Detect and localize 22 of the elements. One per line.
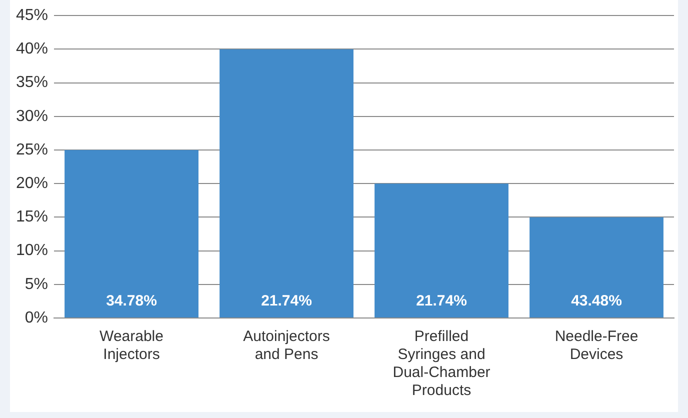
y-tick-label: 35% bbox=[16, 74, 48, 92]
x-tick-label: Prefilled Syringes and Dual-Chamber Products bbox=[392, 328, 490, 400]
bar bbox=[374, 184, 508, 318]
bar bbox=[64, 150, 198, 318]
y-tick-label: 0% bbox=[24, 309, 48, 326]
y-tick-label: 30% bbox=[16, 108, 48, 125]
y-tick-label: 10% bbox=[16, 242, 48, 260]
y-tick-label: 40% bbox=[16, 40, 48, 58]
x-tick-label: Needle-Free Devices bbox=[554, 328, 638, 364]
y-tick-label: 5% bbox=[24, 276, 48, 293]
annotation: 21.74% bbox=[416, 292, 467, 310]
x-tick-label: Autoinjectors and Pens bbox=[243, 328, 330, 364]
y-tick-label: 15% bbox=[16, 208, 48, 226]
y-tick-label: 25% bbox=[16, 141, 48, 158]
annotation: 21.74% bbox=[261, 292, 312, 310]
bar bbox=[220, 49, 354, 318]
bar bbox=[530, 217, 664, 318]
annotation: 43.48% bbox=[571, 292, 622, 310]
y-tick-label: 45% bbox=[16, 7, 48, 24]
y-tick-label: 20% bbox=[16, 175, 48, 192]
annotation: 34.78% bbox=[106, 292, 157, 310]
x-tick-label: Wearable Injectors bbox=[100, 328, 164, 364]
